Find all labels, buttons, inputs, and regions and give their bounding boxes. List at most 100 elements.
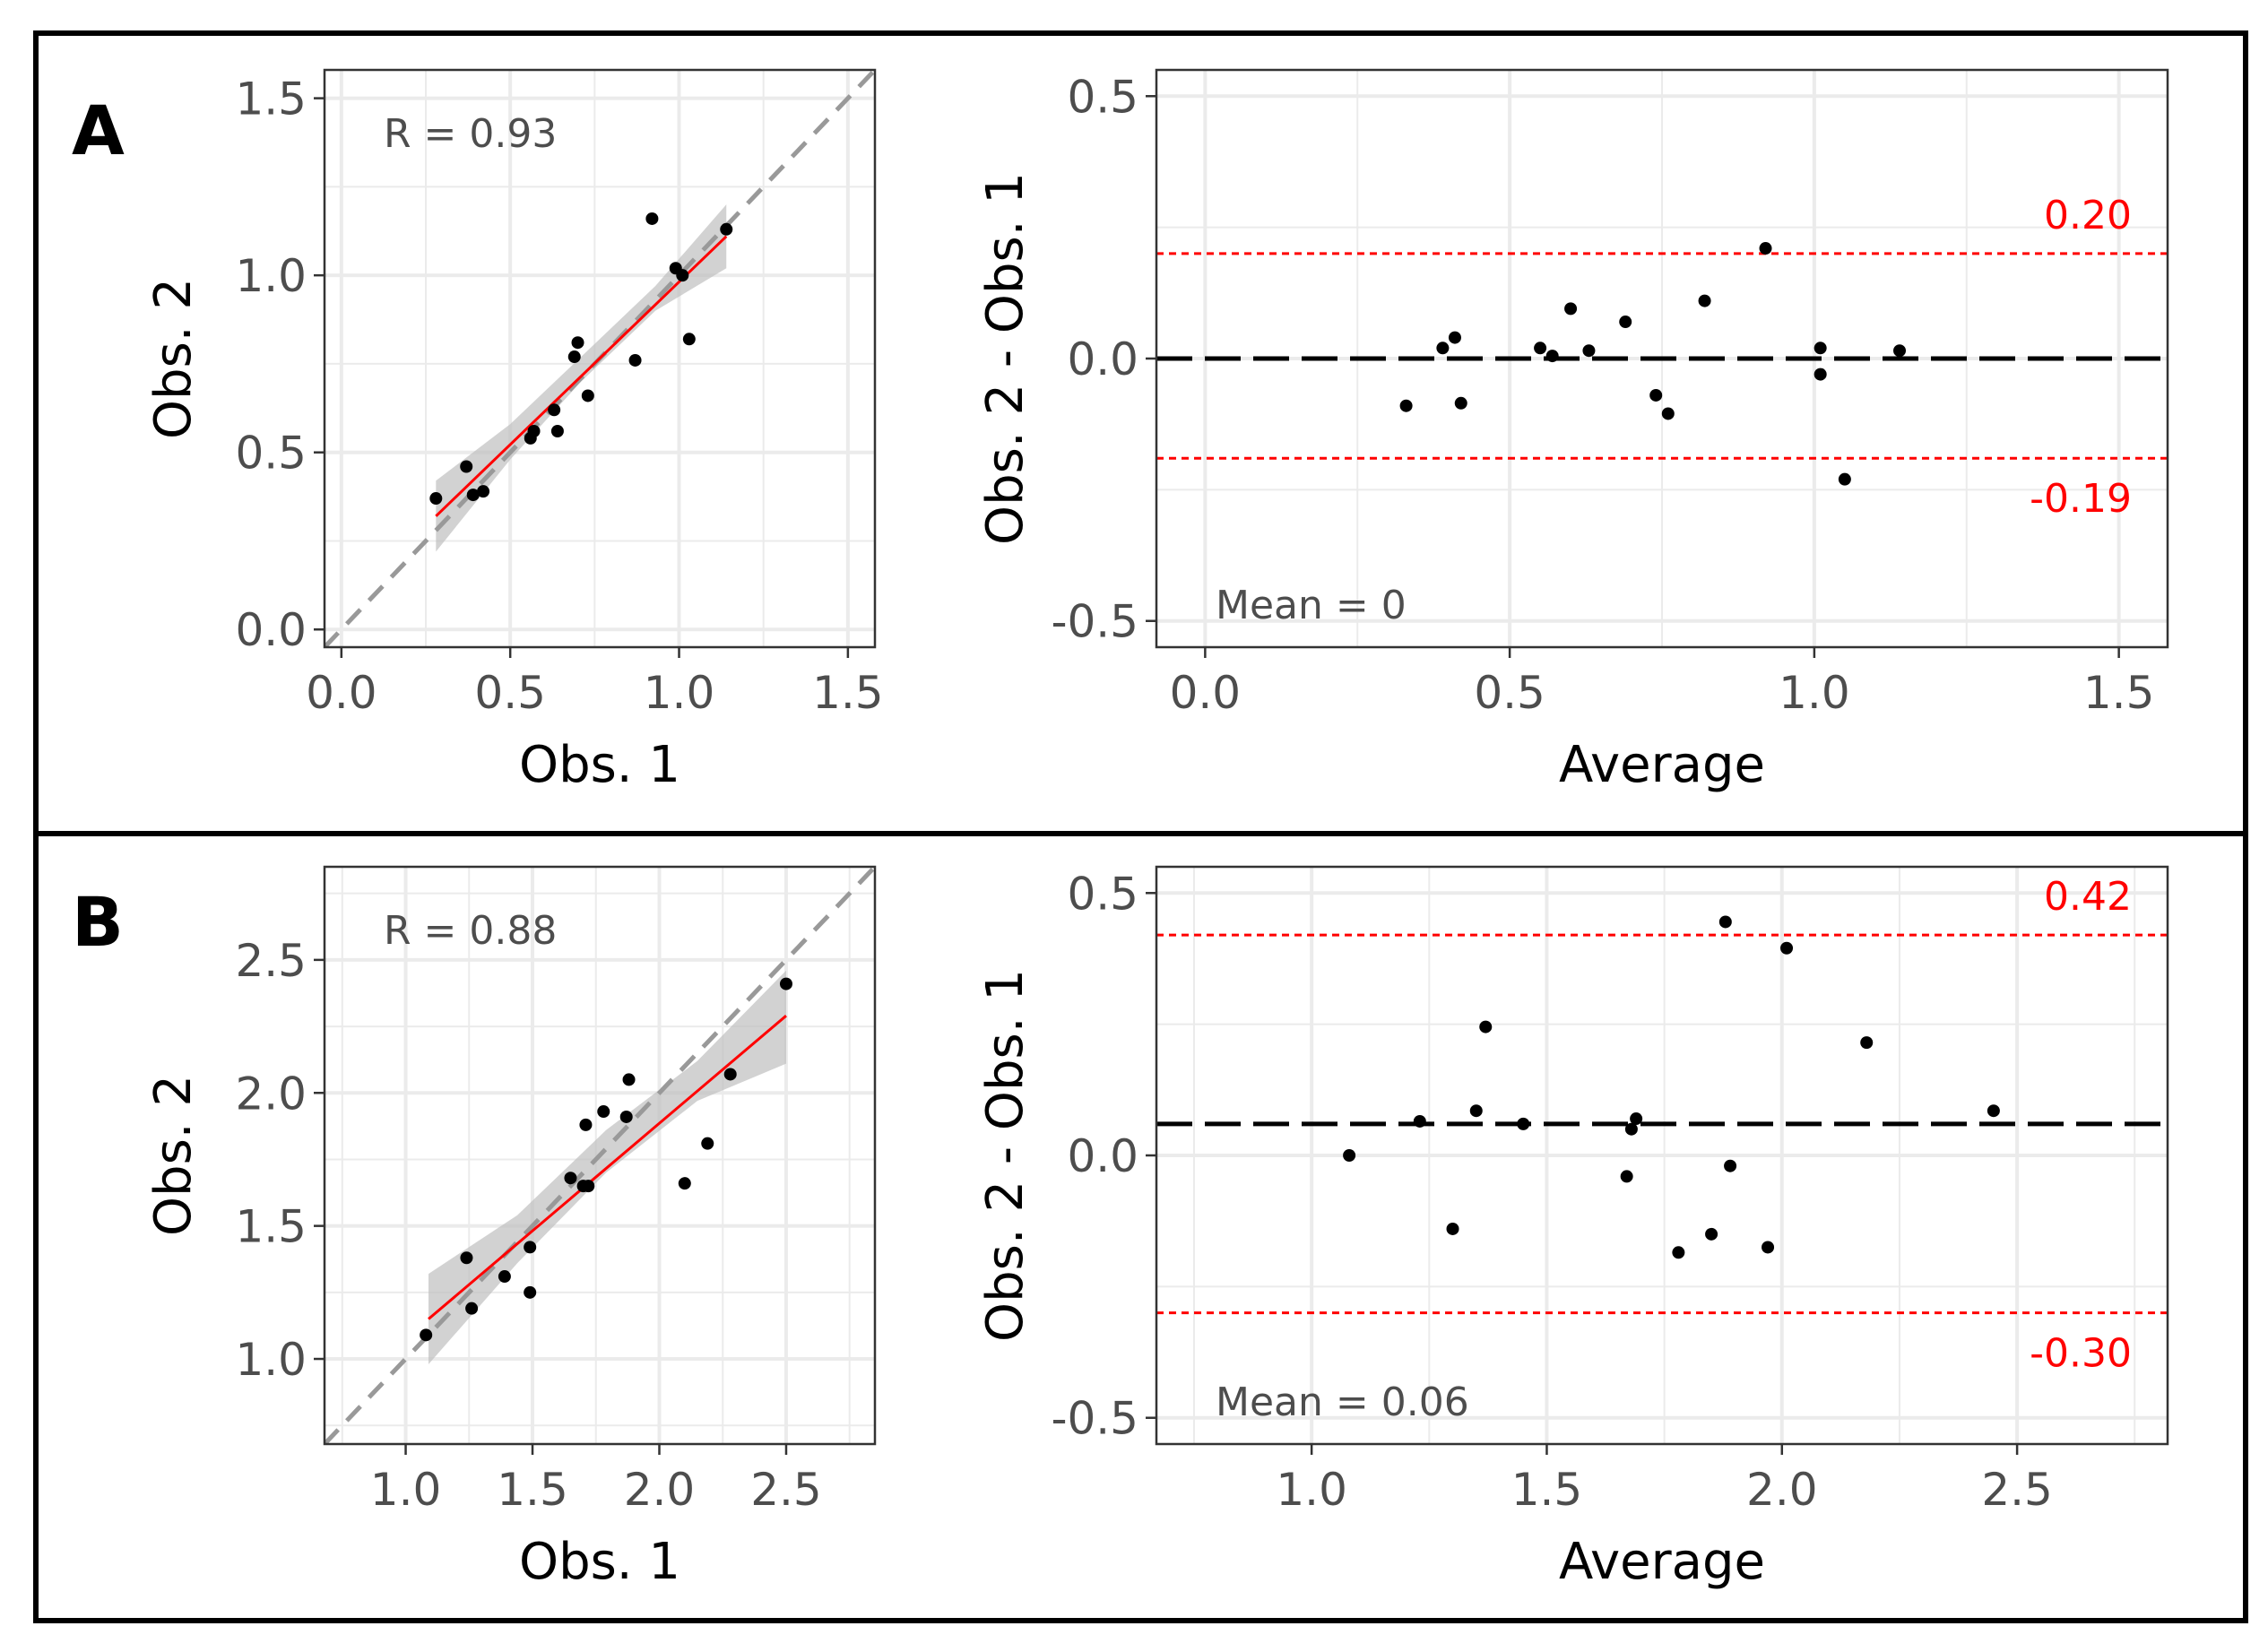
data-point [477, 485, 490, 498]
data-point [460, 1251, 473, 1265]
data-point [701, 1137, 714, 1150]
panel-b-frame [33, 831, 2248, 1623]
plot-area [1156, 915, 2168, 1315]
data-point [1661, 407, 1675, 420]
data-point [1582, 344, 1596, 358]
correlation-annotation: R = 0.93 [384, 111, 557, 157]
x-tick-label: 1.0 [644, 667, 715, 719]
y-tick-label: 0.0 [1067, 333, 1138, 385]
data-point [466, 489, 480, 502]
data-point [571, 336, 584, 350]
data-point [1436, 342, 1450, 355]
chart-A-scatter: 0.0 0.5 1.0 1.5 0.0 0.5 1.0 1.5 Obs. 1 Obs. 2 R = … [144, 68, 884, 794]
chart-A-bland-altman: 0.0 0.5 1.0 1.5 -0.5 0.0 0.5 Average Obs. 2 - Ob… [976, 68, 2169, 794]
x-tick-label: 1.5 [1511, 1464, 1583, 1516]
y-tick-label: 0.0 [235, 604, 307, 656]
data-point [1724, 1159, 1737, 1172]
data-point [582, 1180, 595, 1193]
y-axis-title: Obs. 2 [144, 278, 203, 439]
y-tick-label: 1.5 [235, 1201, 307, 1253]
data-point [682, 333, 696, 346]
data-point [723, 1068, 737, 1081]
data-point [645, 212, 659, 225]
data-point [1534, 342, 1547, 355]
y-tick-label: -0.5 [1051, 1393, 1138, 1445]
data-point [1630, 1112, 1643, 1126]
data-point [564, 1172, 577, 1185]
regression-line [435, 235, 728, 517]
y-tick-label: 2.5 [235, 935, 307, 987]
upper-limit-label: 0.20 [2044, 193, 2132, 238]
data-point [429, 492, 443, 506]
data-point [1479, 1020, 1493, 1034]
data-point [527, 424, 541, 437]
data-point [524, 1285, 537, 1299]
x-tick-label: 2.0 [624, 1464, 696, 1516]
lower-limit-label: -0.19 [2030, 476, 2132, 522]
data-point [524, 1241, 537, 1254]
data-point [420, 1328, 433, 1342]
data-point [779, 977, 792, 990]
x-tick-label: 1.5 [812, 667, 884, 719]
data-point [1446, 1222, 1459, 1235]
data-point [1705, 1227, 1718, 1241]
x-tick-label: 0.0 [1170, 667, 1242, 719]
data-point [1624, 1122, 1638, 1136]
y-tick-label: 0.5 [1067, 71, 1138, 123]
y-tick-label: 1.0 [235, 1334, 307, 1386]
mean-annotation: Mean = 0 [1216, 583, 1407, 628]
x-tick-label: 1.5 [2083, 667, 2155, 719]
y-tick-label: 0.5 [1067, 868, 1138, 920]
y-tick-label: 1.0 [235, 250, 307, 302]
data-point [1860, 1036, 1874, 1050]
data-point [619, 1110, 633, 1123]
plot-border [323, 865, 877, 1446]
plots: 0.0 0.5 1.0 1.5 0.0 0.5 1.0 1.5 Obs. 1 Obs. 2 R = … [144, 68, 2169, 1591]
y-axis-title: Obs. 2 [144, 1075, 203, 1236]
y-axis-title: Obs. 2 - Obs. 1 [976, 172, 1034, 545]
chart-B-bland-altman: 1.0 1.5 2.0 2.5 -0.5 0.0 0.5 Average Obs. 2 - Ob… [976, 865, 2169, 1591]
y-tick-label: -0.5 [1051, 596, 1138, 648]
data-point [1672, 1246, 1685, 1259]
plot-area [325, 70, 875, 647]
data-point [1838, 472, 1851, 486]
correlation-annotation: R = 0.88 [384, 908, 557, 954]
panel-label-a: A [72, 91, 125, 170]
data-point [1545, 350, 1559, 363]
data-point [460, 460, 473, 473]
data-point [1517, 1117, 1530, 1130]
plot-area [325, 867, 875, 1444]
data-point [1762, 1241, 1775, 1254]
data-point [1620, 1170, 1633, 1183]
data-point [567, 350, 581, 364]
data-point [1469, 1104, 1483, 1118]
data-point [1814, 342, 1827, 355]
x-axis-title: Average [1559, 736, 1765, 794]
data-point [465, 1302, 479, 1315]
identity-line [325, 867, 875, 1444]
data-point [498, 1270, 511, 1284]
data-point [678, 1177, 691, 1190]
data-point [720, 222, 733, 236]
x-tick-label: 2.5 [1981, 1464, 2053, 1516]
x-axis-title: Obs. 1 [519, 736, 680, 794]
panel-label-b: B [72, 882, 124, 962]
data-point [1718, 915, 1732, 929]
y-axis-title: Obs. 2 - Obs. 1 [976, 969, 1034, 1342]
lower-limit-label: -0.30 [2030, 1331, 2132, 1377]
upper-limit-label: 0.42 [2044, 874, 2132, 920]
x-tick-label: 0.5 [1474, 667, 1545, 719]
data-point [1649, 388, 1663, 402]
x-tick-label: 0.0 [306, 667, 377, 719]
y-tick-label: 0.5 [235, 428, 307, 480]
data-point [581, 389, 594, 402]
data-point [676, 269, 689, 282]
data-point [1814, 368, 1827, 381]
x-axis-title: Average [1559, 1533, 1765, 1591]
data-point [622, 1073, 636, 1086]
data-point [1343, 1149, 1356, 1162]
data-point [1399, 399, 1413, 412]
data-point [579, 1118, 593, 1131]
x-tick-label: 1.0 [370, 1464, 442, 1516]
